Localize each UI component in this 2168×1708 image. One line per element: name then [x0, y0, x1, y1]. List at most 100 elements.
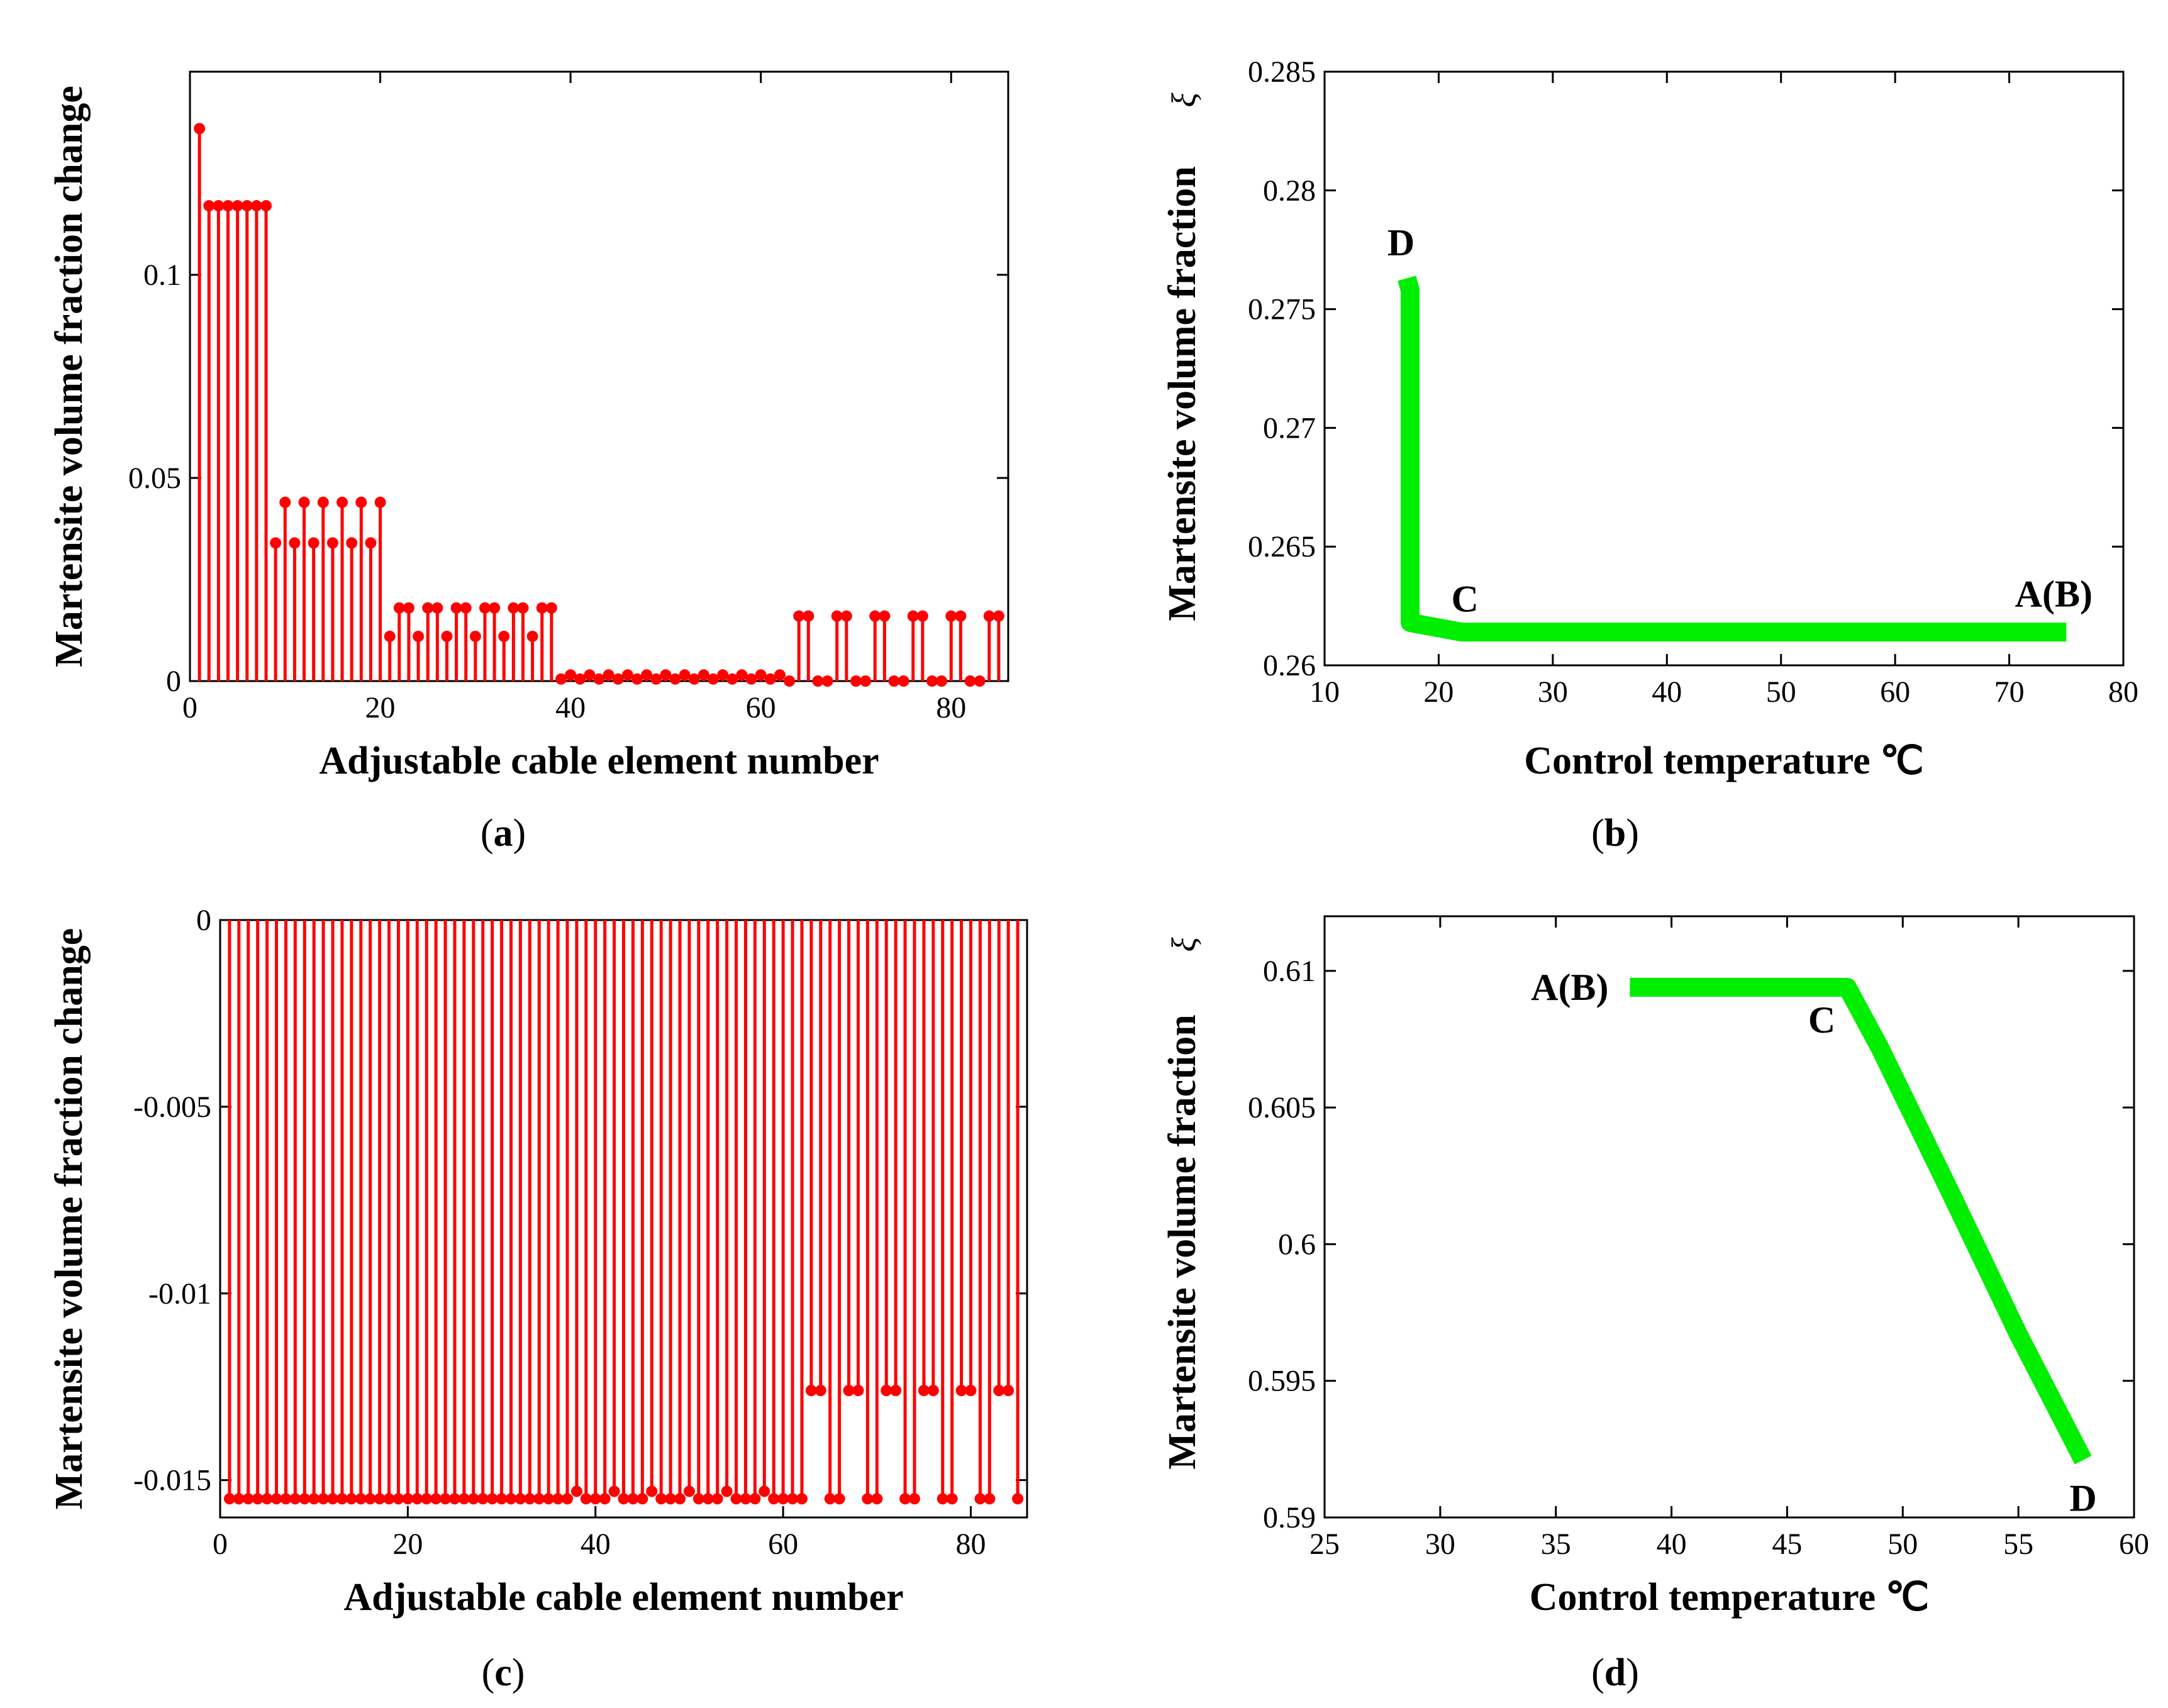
- point-annotation: A(B): [1531, 967, 1608, 1008]
- panel-caption: (d): [1591, 1651, 1639, 1694]
- stem-marker: [584, 669, 596, 681]
- chart-b: 10 20 30 40 50 60 70 80 0.26 0.265 0.27 0.275 0.28 0.…: [1161, 55, 2138, 855]
- y-tick-label: 0.05: [128, 462, 181, 495]
- stem-marker: [327, 1493, 339, 1505]
- stem-marker: [824, 1493, 836, 1505]
- x-axis-label: Adjustable cable element number: [343, 1576, 903, 1619]
- stem-marker: [252, 1493, 264, 1505]
- stem-marker: [526, 630, 538, 642]
- stem-marker: [881, 1385, 892, 1397]
- stem-marker: [812, 675, 824, 687]
- stem-marker: [261, 1493, 273, 1505]
- y-tick-label: -0.015: [133, 1464, 211, 1497]
- stem-marker: [355, 1493, 367, 1505]
- chart-c: 0 20 40 60 80 0 -0.005 -0.01 -0.015 Adjustable ca…: [48, 904, 1028, 1694]
- y-tick-label: -0.005: [133, 1090, 211, 1124]
- stem-marker: [898, 675, 909, 687]
- stem-marker: [336, 1493, 348, 1505]
- stem-marker: [637, 1493, 648, 1505]
- stem-marker: [467, 1493, 479, 1505]
- stem-marker: [580, 1493, 592, 1505]
- stem-marker: [469, 630, 481, 642]
- x-tick-label: 35: [1541, 1528, 1571, 1561]
- stem-marker: [683, 1485, 695, 1497]
- stem-marker: [194, 123, 206, 135]
- stem-marker: [755, 669, 767, 681]
- stem-marker: [787, 1493, 799, 1505]
- stem-marker: [384, 630, 396, 642]
- y-tick-label: -0.01: [148, 1277, 211, 1311]
- stem-marker: [392, 1493, 404, 1505]
- stem-marker: [621, 669, 633, 681]
- stem-marker: [486, 1493, 498, 1505]
- stem-marker: [299, 1493, 311, 1505]
- x-tick-label: 60: [746, 691, 776, 724]
- stem-marker: [641, 669, 653, 681]
- y-tick-label: 0.26: [1263, 649, 1316, 682]
- x-tick-label: 30: [1425, 1528, 1455, 1561]
- point-annotation: C: [1808, 999, 1835, 1041]
- y-tick-label: 0: [166, 665, 181, 698]
- stem-marker: [440, 1493, 452, 1505]
- stem-marker: [843, 1385, 855, 1397]
- stem-marker: [402, 1493, 414, 1505]
- stem-marker: [692, 1493, 704, 1505]
- y-tick-label: 0.595: [1248, 1365, 1316, 1398]
- stem-marker: [711, 1493, 723, 1505]
- stem-marker: [803, 610, 814, 622]
- stem-marker: [936, 675, 948, 687]
- stem-marker: [411, 1493, 423, 1505]
- stem-marker: [793, 610, 805, 622]
- y-tick-label: 0.265: [1248, 530, 1316, 563]
- data-curve: [1398, 275, 2067, 642]
- stem-marker: [679, 669, 691, 681]
- stem-marker: [441, 630, 453, 642]
- stem-marker: [308, 1493, 320, 1505]
- stem-marker: [599, 1493, 611, 1505]
- stem-marker: [627, 1493, 639, 1505]
- x-axis-label: Adjustable cable element number: [319, 740, 879, 782]
- y-tick-label: 0.275: [1248, 293, 1316, 326]
- x-axis-label: Control temperature ℃: [1530, 1576, 1930, 1619]
- stem-marker: [545, 602, 557, 614]
- x-tick-label: 70: [1994, 675, 2025, 709]
- stem-marker: [270, 537, 282, 549]
- stem-marker: [317, 496, 329, 508]
- y-axis-label: Martensite volume fraction: [1161, 166, 1204, 621]
- stem-marker: [730, 1493, 742, 1505]
- point-annotation: C: [1451, 578, 1478, 619]
- stem-marker: [223, 1493, 235, 1505]
- stem-marker: [477, 1493, 489, 1505]
- stem-marker: [479, 602, 491, 614]
- stem-marker: [764, 673, 776, 685]
- stem-marker: [374, 1493, 386, 1505]
- stem-marker: [326, 537, 338, 549]
- stem-marker: [768, 1493, 780, 1505]
- y-tick-label: 0.59: [1263, 1501, 1316, 1534]
- x-tick-label: 0: [182, 691, 197, 724]
- stem-marker: [524, 1493, 536, 1505]
- stem-marker: [759, 1485, 770, 1497]
- stem-marker: [364, 1493, 376, 1505]
- axes-frame: [1323, 70, 2125, 667]
- stem-marker: [740, 1493, 752, 1505]
- stem-marker: [669, 673, 681, 685]
- stem-marker: [1012, 1493, 1024, 1505]
- x-tick-label: 40: [1657, 1528, 1687, 1561]
- stem-marker: [543, 1493, 555, 1505]
- stem-marker: [698, 669, 709, 681]
- stem-marker: [955, 1385, 967, 1397]
- chart-a: 0 20 40 60 80 0 0.05 0.1 Adjustable cable elemen…: [48, 70, 1009, 855]
- stem-marker: [688, 673, 700, 685]
- y-axis-symbol: ξ: [1165, 92, 1203, 108]
- x-tick-label: 55: [2003, 1528, 2033, 1561]
- stem-marker: [927, 1385, 939, 1397]
- stem-marker: [850, 675, 862, 687]
- stem-marker: [533, 1493, 545, 1505]
- stem-marker: [860, 675, 872, 687]
- y-tick-label: 0.27: [1263, 411, 1316, 445]
- stem-marker: [593, 673, 605, 685]
- stem-marker: [431, 602, 443, 614]
- x-axis-label: Control temperature ℃: [1524, 740, 1924, 782]
